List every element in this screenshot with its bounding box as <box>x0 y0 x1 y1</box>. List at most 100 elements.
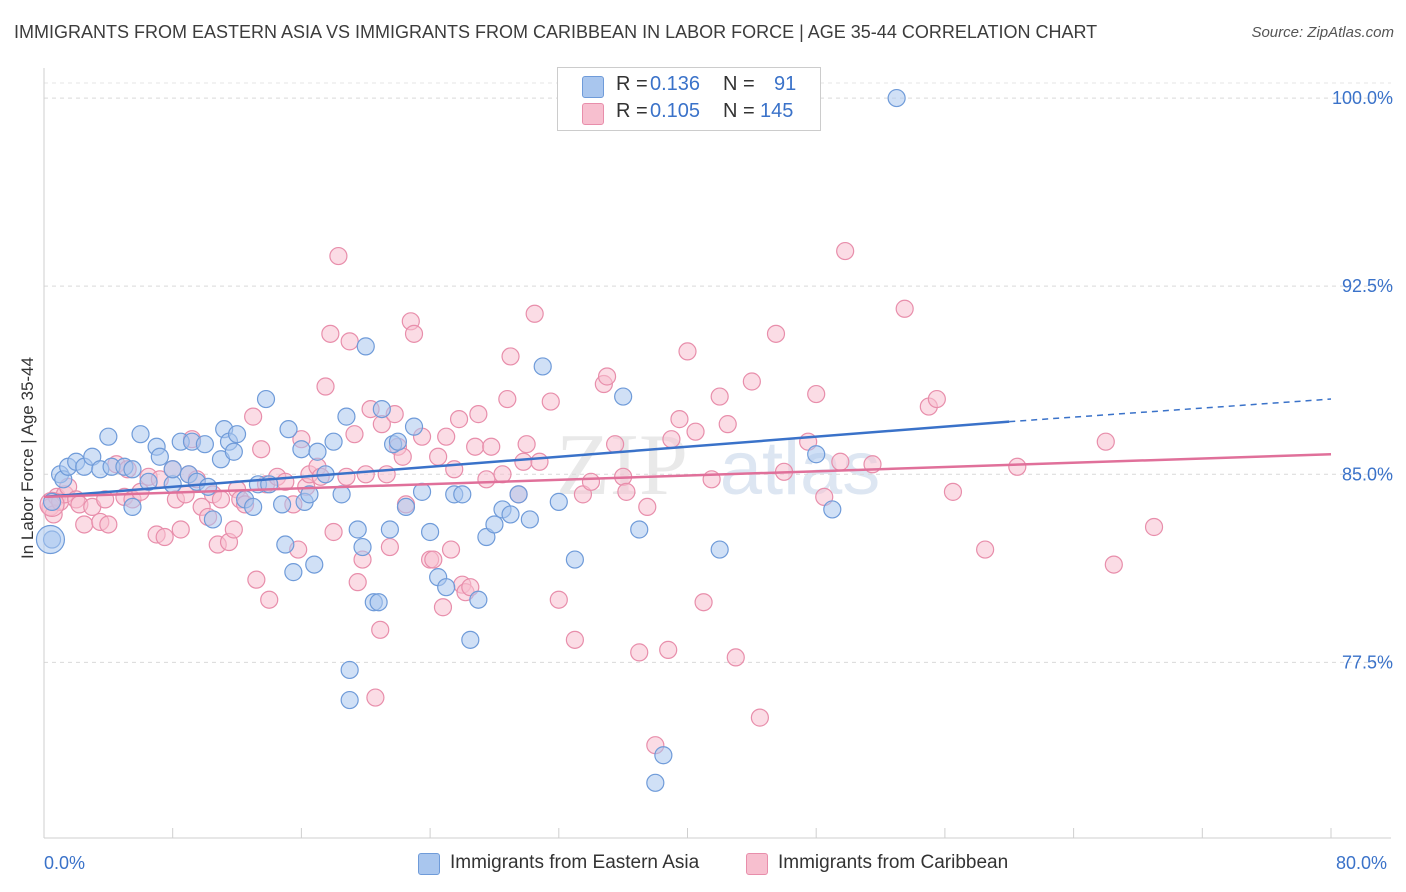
trend-lines <box>43 398 1332 499</box>
eastern-asia-point <box>501 505 520 524</box>
caribbean-point <box>659 640 678 659</box>
eastern-asia-swatch <box>418 853 440 875</box>
eastern-asia-point <box>163 460 182 479</box>
y-axis-title: In Labor Force | Age 35-44 <box>18 357 37 559</box>
caribbean-point <box>678 342 697 361</box>
caribbean-point <box>976 540 995 559</box>
eastern-asia-point <box>300 485 319 504</box>
caribbean-point <box>329 246 348 266</box>
eastern-asia-point <box>224 442 243 461</box>
y-tick-label: 100.0% <box>1332 88 1393 108</box>
caribbean-point <box>581 472 601 491</box>
caribbean-point <box>549 590 568 609</box>
caribbean-point <box>482 437 501 456</box>
caribbean-point <box>356 465 375 484</box>
eastern-asia-point <box>453 485 472 504</box>
eastern-asia-point <box>421 522 440 542</box>
eastern-asia-point <box>549 492 568 511</box>
eastern-asia-point <box>646 773 665 792</box>
caribbean-point <box>742 372 761 391</box>
caribbean-point <box>75 515 94 534</box>
caribbean-point <box>404 324 424 343</box>
chart-title: IMMIGRANTS FROM EASTERN ASIA VS IMMIGRAN… <box>14 22 1098 42</box>
eastern-asia-point <box>353 537 372 557</box>
eastern-asia-point <box>485 515 504 534</box>
caribbean-point <box>943 482 963 501</box>
caribbean-point <box>324 522 343 542</box>
grid <box>44 82 1391 663</box>
eastern-asia-point <box>388 432 408 451</box>
eastern-asia-point <box>123 497 142 517</box>
axes <box>43 68 1391 839</box>
eastern-asia-point <box>348 520 367 539</box>
caribbean-point <box>514 452 533 471</box>
eastern-asia-trend-line <box>43 420 1010 499</box>
x-min-label: 0.0% <box>44 853 86 873</box>
caribbean-point <box>710 387 729 406</box>
caribbean-point <box>766 324 786 343</box>
eastern-asia-point <box>123 460 142 479</box>
x-max-label: 80.0% <box>1336 853 1388 873</box>
n-label: N = <box>723 73 755 95</box>
caribbean-point <box>694 593 713 612</box>
eastern-asia-point <box>509 485 528 504</box>
eastern-asia-point <box>340 660 359 680</box>
caribbean-point <box>1008 457 1027 476</box>
caribbean-point <box>449 410 469 429</box>
eastern-asia-point <box>437 578 456 597</box>
eastern-asia-point <box>356 337 375 356</box>
caribbean-point <box>1144 517 1164 537</box>
eastern-asia-point <box>461 630 480 649</box>
caribbean-point <box>244 407 263 426</box>
r-value: 0.136 <box>650 73 701 95</box>
eastern-asia-point <box>244 497 263 517</box>
eastern-asia-legend-label: Immigrants from Eastern Asia <box>450 852 700 873</box>
eastern-asia-point <box>279 420 298 439</box>
caribbean-point <box>530 452 549 471</box>
y-tick-label: 92.5% <box>1342 276 1393 296</box>
y-tick-labels: 77.5% 85.0% 92.5% 100.0% <box>1332 88 1393 672</box>
eastern-asia-point <box>614 387 633 406</box>
caribbean-point <box>441 540 461 559</box>
caribbean-point <box>211 490 231 509</box>
eastern-asia-point <box>520 510 539 529</box>
caribbean-point <box>1104 555 1123 574</box>
caribbean-point <box>321 324 340 343</box>
caribbean-point <box>606 435 625 454</box>
caribbean-point <box>377 465 396 484</box>
eastern-asia-swatch <box>582 76 604 98</box>
eastern-asia-point <box>630 520 649 539</box>
eastern-asia-point <box>284 563 303 582</box>
eastern-asia-point <box>340 690 359 710</box>
eastern-asia-point <box>369 593 388 612</box>
eastern-asia-point <box>292 440 311 459</box>
eastern-asia-point <box>337 407 356 426</box>
caribbean-point <box>316 377 335 396</box>
caribbean-point <box>525 304 544 323</box>
eastern-asia-point <box>256 389 276 409</box>
caribbean-point <box>807 384 826 404</box>
caribbean-point <box>171 520 190 539</box>
caribbean-point <box>99 515 118 534</box>
eastern-asia-point <box>807 445 826 464</box>
eastern-asia-point <box>372 399 391 419</box>
caribbean-point <box>155 527 174 547</box>
caribbean-swatch <box>746 853 768 875</box>
caribbean-legend-label: Immigrants from Caribbean <box>778 852 1009 873</box>
caribbean-point <box>1096 432 1115 451</box>
caribbean-point <box>638 497 657 517</box>
caribbean-point <box>718 415 737 434</box>
eastern-asia-point <box>324 432 343 451</box>
r-label: R = <box>616 100 648 122</box>
caribbean-point <box>477 470 496 489</box>
eastern-asia-point <box>272 495 292 514</box>
eastern-asia-point <box>469 590 488 609</box>
eastern-asia-point <box>150 447 169 466</box>
n-value: 91 <box>774 73 797 95</box>
caribbean-point <box>498 389 517 409</box>
caribbean-point <box>501 347 520 366</box>
caribbean-point <box>927 389 946 409</box>
eastern-asia-points <box>35 88 906 792</box>
caribbean-point <box>337 467 356 486</box>
y-tick-label: 85.0% <box>1342 464 1393 484</box>
